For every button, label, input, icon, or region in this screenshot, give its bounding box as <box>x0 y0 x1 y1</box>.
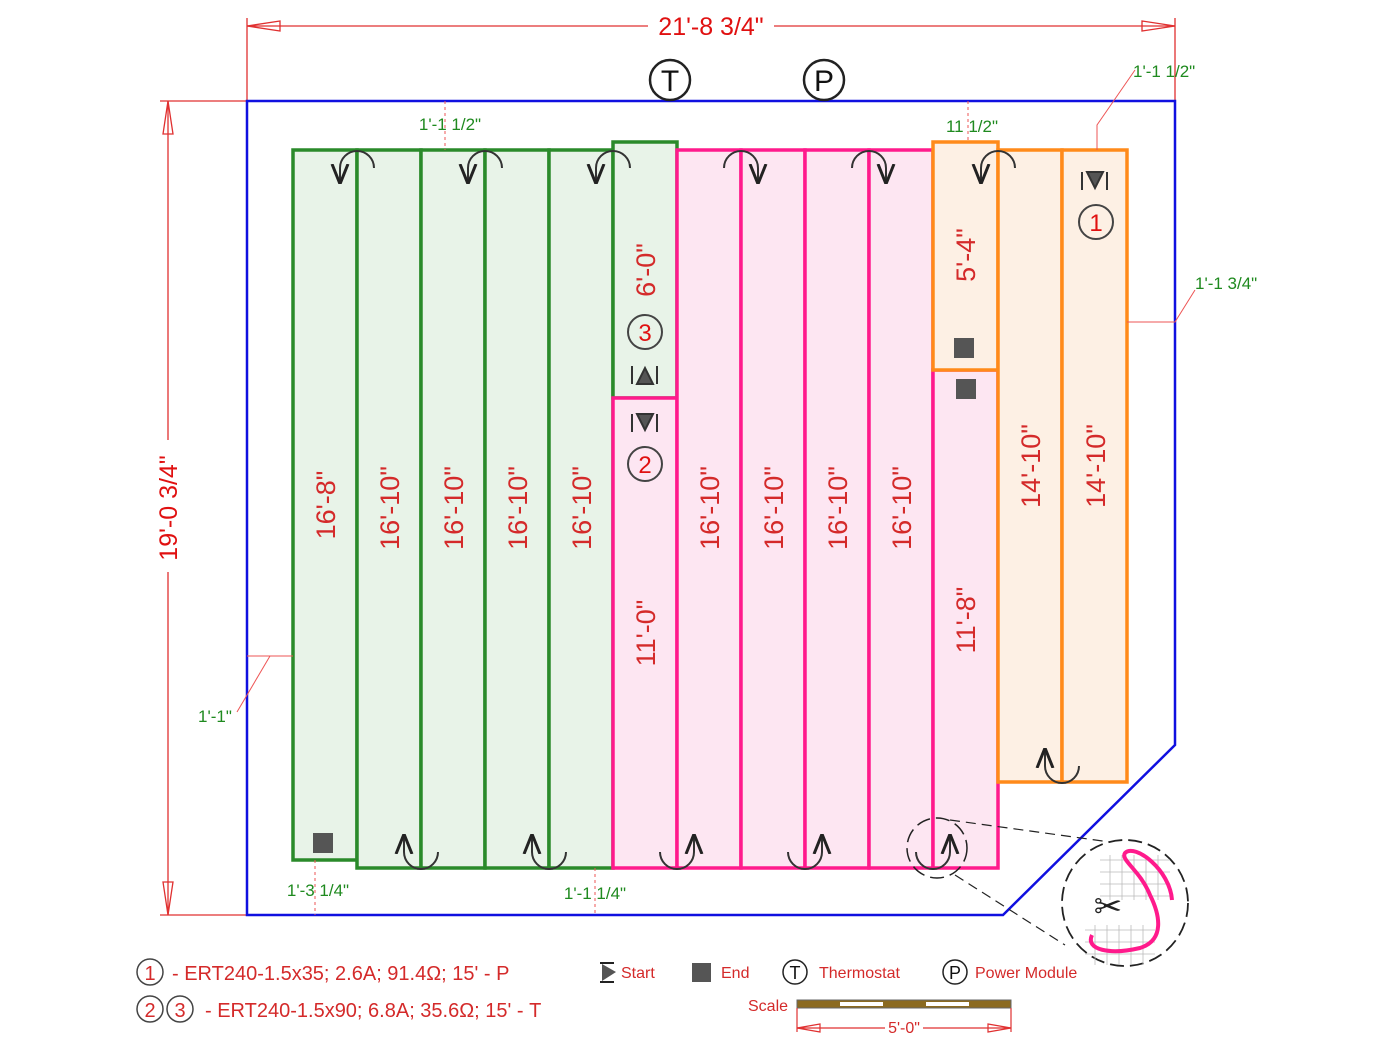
strip-label: 16'-10" <box>567 466 597 550</box>
legend-cable-2-3: 2 3 - ERT240-1.5x90; 6.8A; 35.6Ω; 15' - … <box>136 995 541 1023</box>
svg-text:Start: Start <box>621 965 655 982</box>
svg-text:Thermostat: Thermostat <box>819 965 900 982</box>
start-marker <box>631 365 658 385</box>
strip-label: 16'-10" <box>759 466 789 550</box>
strip-label: 16'-8" <box>311 471 341 540</box>
svg-text:P: P <box>814 65 834 98</box>
offset-bottom-mid: 1'-1 1/4" <box>564 884 626 903</box>
svg-text:- ERT240-1.5x35; 2.6A; 91.4Ω;: - ERT240-1.5x35; 2.6A; 91.4Ω; 15' - P <box>172 963 509 985</box>
start-marker <box>631 413 658 433</box>
offset-top-green: 1'-1 1/2" <box>419 115 481 134</box>
strip-label: 14'-10" <box>1016 424 1046 508</box>
cut-detail-callout: ✂ <box>906 817 1189 967</box>
thermostat-symbol: T <box>648 58 692 102</box>
svg-text:End: End <box>721 965 749 982</box>
offset-left: 1'-1" <box>198 707 232 726</box>
legend-cable-1: 1 - ERT240-1.5x35; 2.6A; 91.4Ω; 15' - P <box>136 958 509 986</box>
end-marker <box>313 833 333 853</box>
strip-label: 11'-8" <box>951 587 981 654</box>
end-marker <box>956 379 976 399</box>
strip-label: 16'-10" <box>823 466 853 550</box>
legend-start: Start <box>600 962 655 983</box>
end-marker <box>954 338 974 358</box>
svg-text:1: 1 <box>144 963 155 985</box>
strip-label: 16'-10" <box>695 466 725 550</box>
offset-top-right: 1'-1 1/2" <box>1133 62 1195 81</box>
offset-top-orange: 11 1/2" <box>946 117 998 136</box>
svg-text:5'-0": 5'-0" <box>888 1020 920 1037</box>
strip-label: 6'-0" <box>631 243 661 297</box>
svg-text:Power Module: Power Module <box>975 965 1077 982</box>
svg-text:1: 1 <box>1089 210 1102 237</box>
cable-marker-2: 2 <box>627 446 663 482</box>
svg-text:- ERT240-1.5x90; 6.8A; 35.6Ω;: - ERT240-1.5x90; 6.8A; 35.6Ω; 15' - T <box>205 1000 541 1022</box>
strip-label: 16'-10" <box>503 466 533 550</box>
svg-text:3: 3 <box>174 1000 185 1022</box>
strip-label: 14'-10" <box>1081 424 1111 508</box>
start-marker <box>1081 171 1108 191</box>
offset-bottom-left: 1'-3 1/4" <box>287 881 349 900</box>
svg-text:3: 3 <box>638 320 651 347</box>
strip-label: 11'-0" <box>631 600 661 667</box>
legend: 1 - ERT240-1.5x35; 2.6A; 91.4Ω; 15' - P … <box>136 958 1077 1037</box>
legend-power-module: P Power Module <box>942 959 1077 985</box>
zone-cable-1 <box>931 140 1129 784</box>
strip-length-labels: 16'-8" 16'-10" 16'-10" 16'-10" 16'-10" 6… <box>311 228 1111 666</box>
legend-thermostat: T Thermostat <box>782 959 900 985</box>
strip-label: 5'-4" <box>951 228 981 282</box>
zone-cable-2 <box>611 148 1000 870</box>
overall-height-label: 19'-0 3/4" <box>155 455 183 560</box>
power-module-symbol: P <box>802 58 846 102</box>
svg-text:T: T <box>790 963 801 983</box>
scissors-icon: ✂ <box>1094 888 1123 926</box>
offset-leaders <box>236 69 1196 915</box>
strip-label: 16'-10" <box>887 466 917 550</box>
offset-right: 1'-1 3/4" <box>1195 274 1257 293</box>
strip-label: 16'-10" <box>439 466 469 550</box>
overall-width-label: 21'-8 3/4" <box>658 13 763 41</box>
cable-marker-3: 3 <box>627 314 663 350</box>
room-outline <box>245 99 1177 917</box>
legend-end: End <box>692 963 749 982</box>
svg-text:2: 2 <box>638 452 651 479</box>
cable-turn-arrows <box>340 150 1080 870</box>
svg-text:P: P <box>949 963 961 983</box>
scale-bar: Scale 5'-0" <box>748 998 1012 1037</box>
svg-text:Scale: Scale <box>748 998 788 1015</box>
svg-text:T: T <box>661 65 679 98</box>
cable-marker-1: 1 <box>1078 204 1114 240</box>
svg-text:2: 2 <box>144 1000 155 1022</box>
strip-label: 16'-10" <box>375 466 405 550</box>
